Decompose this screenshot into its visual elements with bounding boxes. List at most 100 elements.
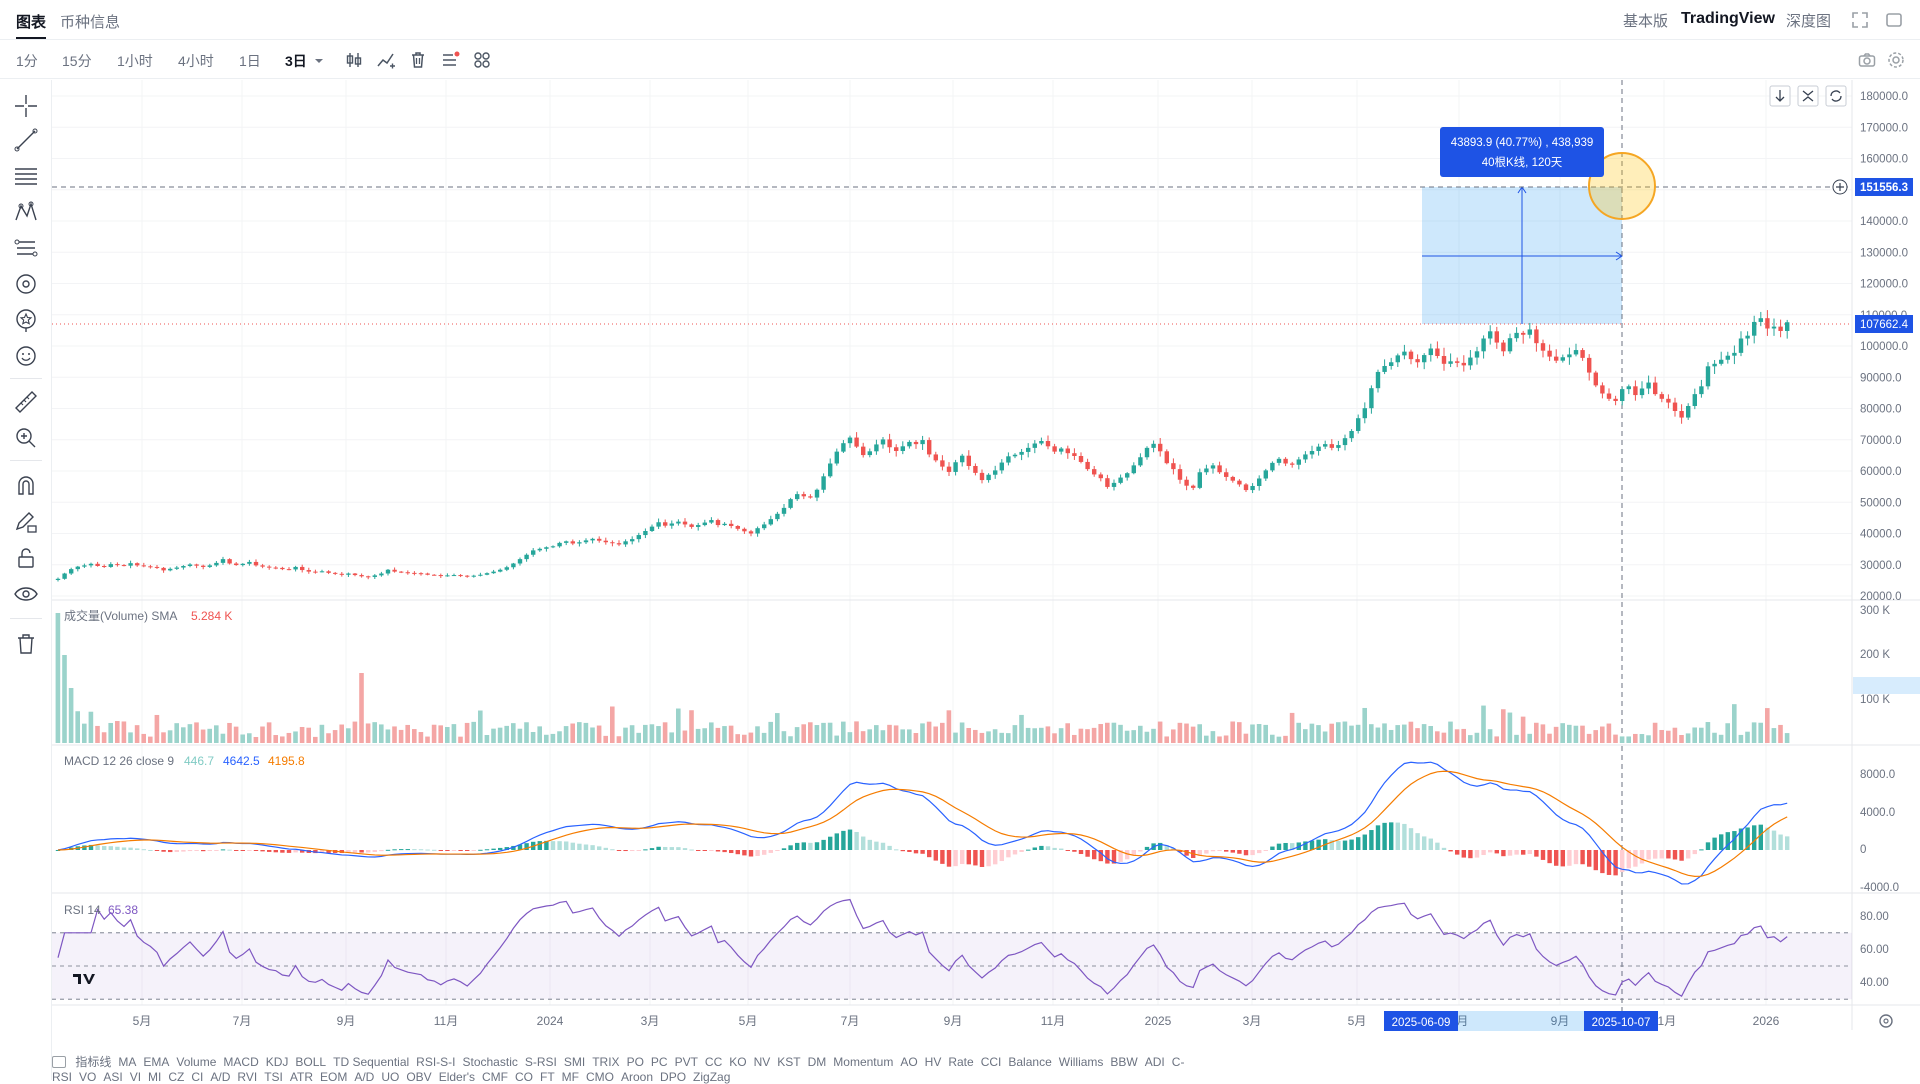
indicator-item[interactable]: A/D <box>210 1070 231 1084</box>
indicator-item[interactable]: Aroon <box>621 1070 654 1084</box>
depth-chart-button[interactable]: 深度图 <box>1786 13 1832 30</box>
indicator-item[interactable]: S-RSI <box>524 1055 557 1069</box>
indicator-item[interactable]: Williams <box>1058 1055 1104 1069</box>
indicator-item[interactable]: KST <box>777 1055 801 1069</box>
interval-3d[interactable]: 3日 <box>285 53 307 69</box>
magnet-icon[interactable] <box>12 472 40 500</box>
indicator-item[interactable]: DM <box>807 1055 827 1069</box>
indicator-item[interactable]: CO <box>515 1070 533 1084</box>
indicator-item[interactable]: Volume <box>176 1055 217 1069</box>
time-axis-settings[interactable] <box>1879 1014 1893 1028</box>
reset-button[interactable] <box>1825 85 1847 107</box>
settings-icon[interactable] <box>1886 50 1906 70</box>
pencil-lock-icon[interactable] <box>12 508 40 536</box>
eye-icon[interactable] <box>12 580 40 608</box>
basic-view-button[interactable]: 基本版 <box>1623 13 1669 30</box>
indicator-item[interactable]: MA <box>118 1055 137 1069</box>
pattern-icon[interactable] <box>12 198 40 226</box>
tab-chart[interactable]: 图表 <box>16 11 47 39</box>
indicator-item[interactable]: VI <box>129 1070 142 1084</box>
list-icon[interactable] <box>440 50 460 70</box>
indicator-item[interactable]: FT <box>540 1070 555 1084</box>
grid-icon[interactable] <box>472 50 492 70</box>
indicator-item[interactable]: 指标线 <box>75 1055 112 1069</box>
indicator-item[interactable]: KO <box>729 1055 747 1069</box>
indicator-item[interactable]: ZigZag <box>693 1070 731 1084</box>
fib-icon[interactable] <box>12 234 40 262</box>
indicator-item[interactable]: PVT <box>674 1055 698 1069</box>
indicator-item[interactable]: EMA <box>143 1055 170 1069</box>
indicator-item[interactable]: BOLL <box>295 1055 327 1069</box>
macd-histogram-bar <box>1600 850 1605 874</box>
candle-type-icon[interactable] <box>344 50 364 70</box>
zoom-in-icon[interactable] <box>12 424 40 452</box>
indicator-item[interactable]: TRIX <box>592 1055 620 1069</box>
delete-icon[interactable] <box>12 630 40 658</box>
indicator-item[interactable]: KDJ <box>265 1055 289 1069</box>
indicator-item[interactable]: CMF <box>482 1070 508 1084</box>
trash-icon[interactable] <box>408 50 428 70</box>
brush-icon[interactable] <box>12 270 40 298</box>
indicator-item[interactable]: VO <box>79 1070 97 1084</box>
unlock-icon[interactable] <box>12 544 40 572</box>
indicator-item[interactable]: Momentum <box>833 1055 894 1069</box>
indicator-item[interactable]: NV <box>753 1055 771 1069</box>
indicator-item[interactable]: AO <box>900 1055 918 1069</box>
indicator-list-icon[interactable] <box>52 1056 66 1068</box>
indicator-item[interactable]: PO <box>626 1055 644 1069</box>
tradingview-button[interactable]: TradingView <box>1681 10 1775 27</box>
collapse-button[interactable] <box>1797 85 1819 107</box>
indicator-item[interactable]: ATR <box>289 1070 313 1084</box>
scroll-down-button[interactable] <box>1769 85 1791 107</box>
volume-bar <box>874 725 879 743</box>
chart-canvas[interactable]: 43893.9 (40.77%) , 438,939 40根K线, 120天 1… <box>0 0 1920 1050</box>
indicator-item[interactable]: MI <box>148 1070 162 1084</box>
indicator-item[interactable]: RVI <box>237 1070 258 1084</box>
emoji-icon[interactable] <box>12 342 40 370</box>
interval-15m[interactable]: 15分 <box>62 53 92 69</box>
gear-icon[interactable] <box>1879 1014 1893 1028</box>
indicator-item[interactable]: Rate <box>948 1055 974 1069</box>
star-icon[interactable] <box>12 306 40 334</box>
plus-icon[interactable] <box>1836 183 1844 191</box>
interval-1m[interactable]: 1分 <box>16 53 38 69</box>
indicator-item[interactable]: OBV <box>406 1070 432 1084</box>
indicator-item[interactable]: CI <box>191 1070 204 1084</box>
crosshair-icon[interactable] <box>12 92 40 120</box>
indicator-item[interactable]: TSI <box>264 1070 283 1084</box>
interval-4h[interactable]: 4小时 <box>178 53 214 69</box>
expand-icon[interactable] <box>1850 10 1870 30</box>
indicator-item[interactable]: MF <box>561 1070 579 1084</box>
camera-icon[interactable] <box>1857 50 1877 70</box>
indicator-item[interactable]: Balance <box>1008 1055 1052 1069</box>
tab-coin-info[interactable]: 币种信息 <box>60 14 121 31</box>
indicator-item[interactable]: MACD <box>223 1055 259 1069</box>
indicator-item[interactable]: ADI <box>1144 1055 1165 1069</box>
candle-body <box>702 522 707 526</box>
indicator-item[interactable]: SMI <box>563 1055 586 1069</box>
indicator-item[interactable]: Elder's <box>438 1070 475 1084</box>
indicator-icon[interactable] <box>376 50 396 70</box>
indicator-item[interactable]: TD Sequential <box>333 1055 410 1069</box>
ruler-icon[interactable] <box>12 388 40 416</box>
indicator-item[interactable]: PC <box>650 1055 668 1069</box>
parallel-lines-icon[interactable] <box>12 162 40 190</box>
indicator-item[interactable]: RSI-S-I <box>416 1055 456 1069</box>
indicator-item[interactable]: UO <box>381 1070 400 1084</box>
indicator-item[interactable]: BBW <box>1110 1055 1138 1069</box>
indicator-item[interactable]: CMO <box>586 1070 614 1084</box>
trendline-icon[interactable] <box>12 126 40 154</box>
indicator-item[interactable]: ASI <box>103 1070 123 1084</box>
indicator-item[interactable]: A/D <box>354 1070 375 1084</box>
indicator-item[interactable]: DPO <box>660 1070 687 1084</box>
indicator-item[interactable]: CZ <box>168 1070 185 1084</box>
fullscreen-icon[interactable] <box>1884 10 1904 30</box>
interval-1d[interactable]: 1日 <box>239 53 261 69</box>
indicator-item[interactable]: Stochastic <box>462 1055 518 1069</box>
indicator-item[interactable]: CC <box>704 1055 723 1069</box>
caret-down-icon[interactable] <box>314 57 324 65</box>
interval-1h[interactable]: 1小时 <box>117 53 153 69</box>
indicator-item[interactable]: HV <box>924 1055 942 1069</box>
indicator-item[interactable]: CCI <box>980 1055 1002 1069</box>
indicator-item[interactable]: EOM <box>319 1070 348 1084</box>
